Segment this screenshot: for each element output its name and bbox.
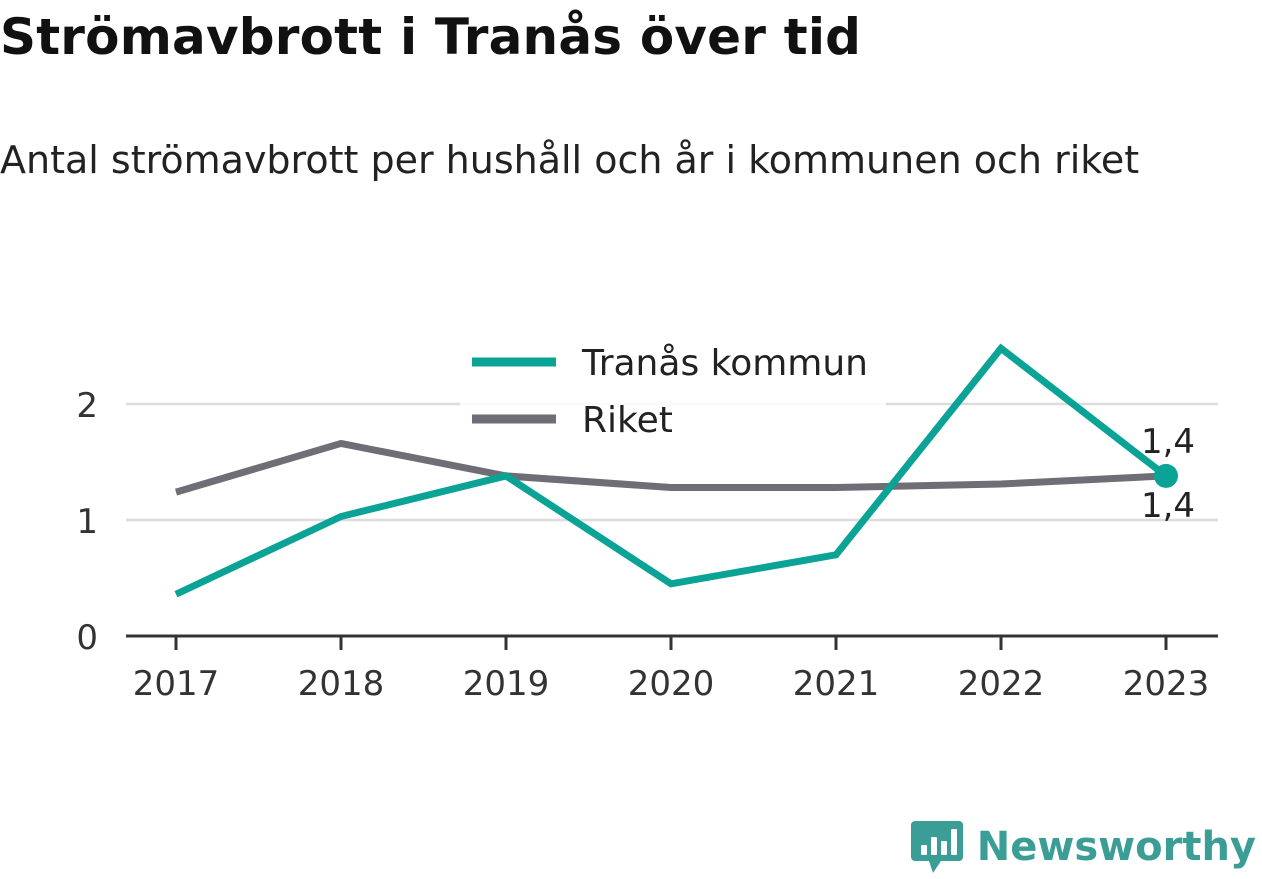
legend-label: Tranås kommun (581, 343, 868, 384)
end-value-label: 1,4 (1141, 486, 1195, 526)
x-tick-label: 2019 (463, 664, 550, 704)
end-point-marker (1154, 463, 1178, 488)
data-labels: 1,4 1,4 (1141, 422, 1195, 526)
series-lines (174, 343, 1178, 598)
x-tick-label: 2021 (793, 664, 880, 704)
x-tick-label: 2023 (1123, 664, 1210, 704)
legend: Tranås kommun Riket (460, 338, 886, 441)
x-tick-label: 2018 (298, 664, 385, 704)
series-line-tran-s-kommun (174, 343, 1169, 598)
legend-label: Riket (582, 400, 673, 441)
y-tick-label: 2 (76, 386, 98, 426)
x-tick-label: 2017 (133, 664, 220, 704)
x-tick-label: 2020 (628, 664, 715, 704)
axes: 0 1 2 2017 2018 2019 2020 2021 2022 2023 (76, 386, 1218, 704)
newsworthy-chart-bubble-icon (910, 821, 963, 873)
x-tick-label: 2022 (958, 664, 1045, 704)
series-line-riket (175, 439, 1167, 496)
chart-subtitle: Antal strömavbrott per hushåll och år i … (0, 138, 1140, 182)
brand-name: Newsworthy (976, 824, 1256, 870)
y-tick-label: 1 (76, 502, 98, 542)
y-tick-label: 0 (76, 618, 98, 658)
brand: Newsworthy (910, 819, 1256, 875)
end-value-label: 1,4 (1141, 422, 1195, 462)
chart-title: Strömavbrott i Tranås över tid (0, 8, 862, 66)
